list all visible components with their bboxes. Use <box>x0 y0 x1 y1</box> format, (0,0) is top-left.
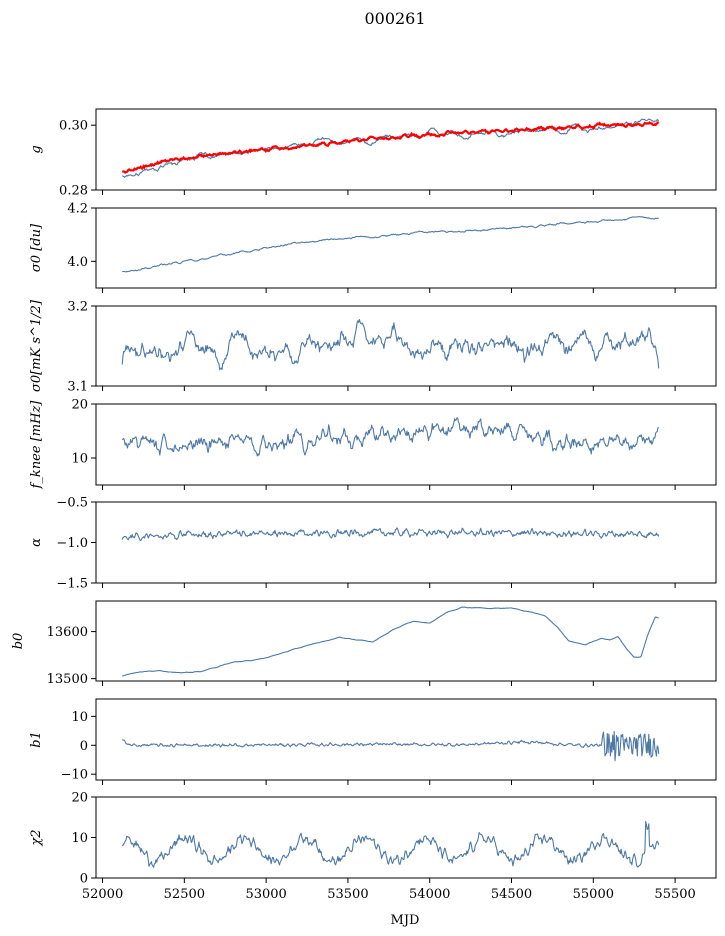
y-tick-label-sigma0: 4.0 <box>67 255 88 270</box>
y-tick-label-b0: 13600 <box>47 625 88 640</box>
y-tick-label-chi2: 0 <box>80 872 88 887</box>
y-tick-label-b1: 0 <box>80 739 88 754</box>
x-tick-label: 55000 <box>573 887 614 902</box>
panel-frame-fknee <box>95 403 717 486</box>
panel-g: 0.28 0.30 g <box>29 108 717 199</box>
panel-b1: −10 0 10 b1 <box>29 698 717 785</box>
y-tick-label-sigma0: 4.2 <box>67 202 88 217</box>
y-tick-label-chi2: 10 <box>71 831 88 846</box>
panels: 0.28 0.30 g 4.0 4.2 σ0 [du] 3.1 3.2 σ0[mK s^1/2]… <box>11 108 717 902</box>
y-axis-label-b0: b0 <box>11 633 26 650</box>
y-tick-label-b0: 13500 <box>47 672 88 687</box>
y-tick-label-sigma0_mks: 3.1 <box>67 380 88 395</box>
x-axis-label: MJD <box>391 913 420 928</box>
panel-frame-b1 <box>95 698 717 781</box>
series-g-data <box>121 118 660 178</box>
y-tick-label-alpha: −1.5 <box>56 577 88 592</box>
y-tick-label-g: 0.30 <box>59 119 88 134</box>
series-sigma0_mks-data <box>121 318 660 371</box>
y-tick-label-chi2: 20 <box>71 791 88 806</box>
panel-sigma0_mks: 3.1 3.2 σ0[mK s^1/2] <box>29 299 717 395</box>
panel-frame-sigma0_mks <box>95 305 717 387</box>
y-axis-label-alpha: α <box>29 538 44 547</box>
y-tick-label-b1: −10 <box>61 768 88 783</box>
series-b0-data <box>121 606 659 677</box>
series-g-model <box>122 121 660 175</box>
series-sigma0-data <box>122 216 660 273</box>
y-tick-label-fknee: 20 <box>71 398 88 413</box>
panel-chi2: 0 10 20 52000 52500 53000 53500 54000 54500 55000… <box>29 791 717 902</box>
series-chi2-data <box>121 820 660 868</box>
y-axis-label-chi2: χ2 <box>29 829 44 846</box>
panel-alpha: −1.5 −1.0 −0.5 α <box>29 496 717 592</box>
y-tick-label-g: 0.28 <box>59 184 88 199</box>
y-axis-label-fknee: f_knee [mHz] <box>29 400 44 490</box>
series-alpha-data <box>121 527 660 542</box>
y-tick-label-fknee: 10 <box>71 452 88 467</box>
x-tick-label: 52000 <box>82 887 123 902</box>
panel-frame-g <box>95 108 717 191</box>
series-b1-data <box>121 730 660 762</box>
panel-frame-b0 <box>95 600 717 682</box>
y-axis-label-b1: b1 <box>29 731 44 748</box>
panel-sigma0: 4.0 4.2 σ0 [du] <box>29 202 717 293</box>
panel-frame-sigma0 <box>95 207 717 289</box>
y-axis-label-sigma0: σ0 [du] <box>29 223 44 272</box>
x-tick-label: 53000 <box>245 887 286 902</box>
panel-b0: 13500 13600 b0 <box>11 600 717 687</box>
y-tick-label-sigma0_mks: 3.2 <box>67 300 88 315</box>
y-axis-label-g: g <box>29 145 44 153</box>
x-tick-label: 54500 <box>491 887 532 902</box>
x-tick-label: 53500 <box>327 887 368 902</box>
y-tick-label-b1: 10 <box>71 710 88 725</box>
y-tick-label-alpha: −1.0 <box>56 536 88 551</box>
x-tick-label: 52500 <box>164 887 205 902</box>
x-tick-label: 54000 <box>409 887 450 902</box>
figure-title: 000261 <box>364 9 425 28</box>
y-axis-label-sigma0_mks: σ0[mK s^1/2] <box>29 299 44 392</box>
panel-fknee: 10 20 f_knee [mHz] <box>29 398 717 490</box>
y-tick-label-alpha: −0.5 <box>56 496 88 511</box>
panel-frame-alpha <box>95 501 717 584</box>
x-tick-label: 55500 <box>654 887 695 902</box>
series-fknee-data <box>121 417 660 457</box>
